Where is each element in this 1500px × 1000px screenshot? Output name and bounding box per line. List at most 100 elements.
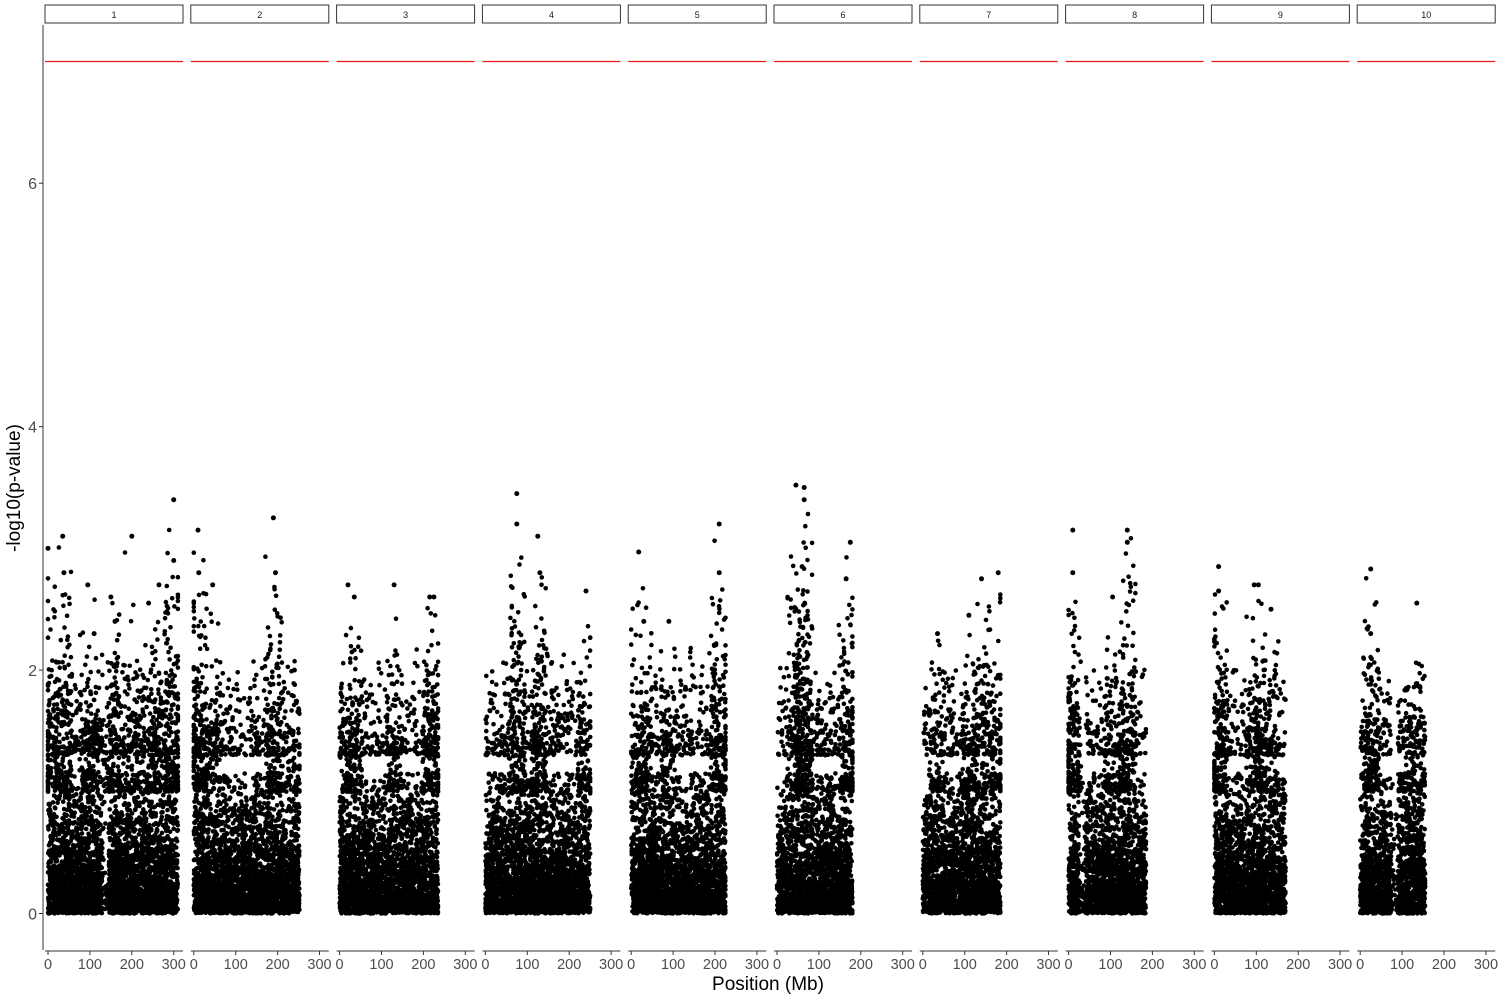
data-point bbox=[83, 904, 88, 909]
data-point bbox=[130, 890, 136, 895]
data-point bbox=[63, 865, 68, 871]
data-point bbox=[126, 682, 131, 688]
data-point bbox=[93, 655, 99, 661]
data-point bbox=[45, 598, 51, 604]
data-point bbox=[57, 739, 62, 745]
data-point bbox=[159, 679, 164, 684]
data-point bbox=[137, 724, 143, 729]
data-point bbox=[46, 827, 51, 832]
data-point bbox=[101, 857, 106, 863]
data-point bbox=[138, 770, 144, 775]
data-point bbox=[130, 772, 136, 778]
data-point bbox=[94, 804, 99, 810]
data-point bbox=[85, 684, 90, 690]
data-point bbox=[164, 603, 170, 609]
data-point bbox=[95, 866, 101, 871]
data-point bbox=[61, 603, 66, 609]
data-point bbox=[148, 725, 154, 731]
data-point bbox=[46, 703, 52, 708]
facet-strip-label: 2 bbox=[257, 10, 262, 20]
y-tick-label: 6 bbox=[28, 176, 37, 193]
data-point bbox=[175, 827, 181, 833]
data-point bbox=[131, 602, 136, 608]
data-point bbox=[49, 667, 54, 673]
data-point bbox=[85, 908, 90, 913]
data-point bbox=[143, 819, 149, 824]
data-point bbox=[120, 670, 125, 675]
data-point bbox=[81, 854, 86, 860]
data-point bbox=[106, 713, 112, 719]
data-point bbox=[139, 891, 144, 897]
data-point bbox=[45, 576, 51, 581]
data-point bbox=[152, 731, 157, 737]
data-point bbox=[75, 843, 80, 848]
data-point bbox=[79, 831, 85, 836]
data-point bbox=[175, 779, 181, 784]
data-point bbox=[132, 799, 138, 805]
data-point bbox=[69, 906, 74, 911]
data-point bbox=[108, 751, 114, 757]
data-point bbox=[167, 673, 172, 678]
data-point bbox=[122, 704, 128, 709]
data-point bbox=[120, 826, 125, 832]
data-point bbox=[62, 704, 68, 710]
data-point bbox=[143, 779, 148, 785]
data-point bbox=[131, 897, 136, 902]
data-point bbox=[167, 909, 173, 915]
data-point bbox=[48, 896, 53, 901]
data-point bbox=[57, 864, 63, 869]
data-point bbox=[111, 899, 116, 905]
y-tick-label: 4 bbox=[28, 420, 37, 437]
data-point bbox=[108, 594, 114, 600]
data-point bbox=[118, 832, 123, 837]
data-point bbox=[70, 803, 75, 808]
data-point bbox=[104, 890, 110, 896]
data-point bbox=[152, 627, 158, 632]
data-point bbox=[172, 694, 178, 700]
data-point bbox=[54, 676, 60, 682]
data-point bbox=[55, 711, 61, 717]
data-point bbox=[125, 727, 131, 733]
data-point bbox=[99, 840, 105, 846]
data-point bbox=[104, 723, 110, 729]
data-point bbox=[92, 727, 98, 732]
data-point bbox=[123, 788, 128, 793]
data-point bbox=[127, 787, 133, 793]
data-point bbox=[108, 771, 113, 776]
data-point bbox=[47, 867, 53, 872]
data-point bbox=[124, 816, 130, 821]
x-tick-label: 0 bbox=[44, 957, 52, 973]
data-point bbox=[87, 747, 92, 753]
data-point bbox=[89, 752, 95, 758]
data-point bbox=[77, 896, 82, 902]
data-point bbox=[172, 801, 177, 806]
data-point bbox=[56, 797, 61, 802]
data-point bbox=[122, 800, 128, 806]
data-point bbox=[167, 778, 172, 783]
data-point bbox=[166, 649, 171, 655]
data-point bbox=[128, 858, 134, 864]
data-point bbox=[136, 695, 142, 700]
data-point bbox=[163, 714, 169, 719]
data-point bbox=[55, 690, 61, 695]
data-point bbox=[99, 652, 105, 658]
data-point bbox=[55, 831, 60, 836]
data-point bbox=[128, 816, 134, 821]
data-point bbox=[170, 574, 175, 580]
data-point bbox=[66, 722, 71, 727]
data-point bbox=[51, 706, 56, 712]
data-point bbox=[144, 704, 149, 710]
data-point bbox=[139, 748, 145, 754]
data-point bbox=[116, 896, 121, 902]
data-point bbox=[61, 570, 67, 576]
data-point bbox=[64, 785, 69, 791]
data-point bbox=[95, 910, 101, 915]
data-point bbox=[111, 830, 116, 836]
data-point bbox=[175, 598, 181, 604]
data-point bbox=[122, 865, 128, 871]
data-point bbox=[56, 747, 61, 752]
data-point bbox=[166, 527, 172, 533]
data-point bbox=[135, 737, 140, 742]
data-point bbox=[150, 662, 156, 668]
data-point bbox=[74, 698, 79, 704]
